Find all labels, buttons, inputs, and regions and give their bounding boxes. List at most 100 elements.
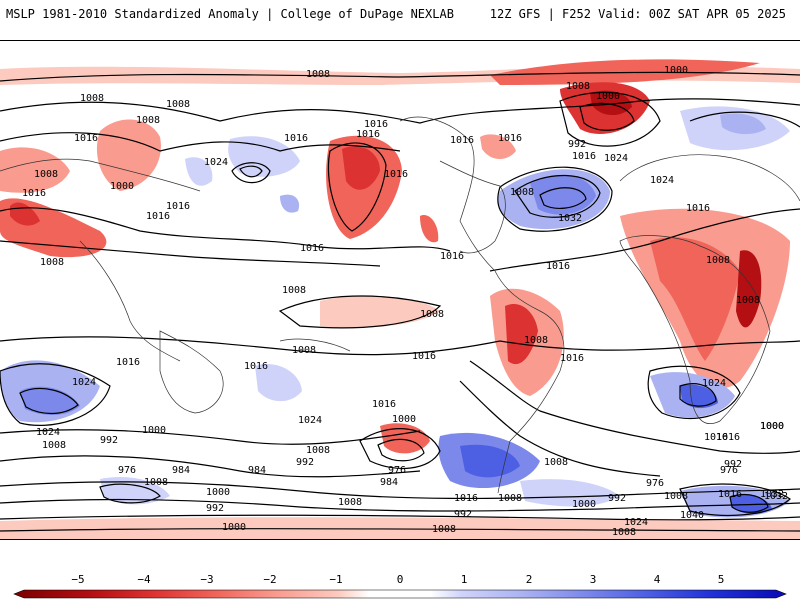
contour-label: 1008 bbox=[292, 345, 316, 356]
contour-label: 1032 bbox=[764, 491, 788, 502]
contour-label: 1016 bbox=[718, 489, 742, 500]
contour-label: 992 bbox=[724, 459, 742, 470]
contour-label: 1000 bbox=[110, 181, 134, 192]
contour-label: 992 bbox=[454, 509, 472, 520]
contour-label: 1008 bbox=[306, 445, 330, 456]
contour-label: 1016 bbox=[450, 135, 474, 146]
contour-label: 1024 bbox=[650, 175, 674, 186]
contour-label: 1000 bbox=[206, 487, 230, 498]
colorbar-tick: −1 bbox=[329, 573, 343, 586]
contour-label: 1016 bbox=[364, 119, 388, 130]
contour-label: 1000 bbox=[222, 522, 246, 533]
contour-label: 992 bbox=[206, 503, 224, 514]
contour-label: 1016 bbox=[166, 201, 190, 212]
contour-label: 1008 bbox=[664, 491, 688, 502]
colorbar-tick: 3 bbox=[589, 573, 597, 586]
map-panel: 1008 1000 1008 1008 1008 1016 1016 1016 … bbox=[0, 40, 800, 540]
contour-label: 1016 bbox=[686, 203, 710, 214]
contour-label: 1016 bbox=[384, 169, 408, 180]
contour-label: 992 bbox=[568, 139, 586, 150]
colorbar-tick: 2 bbox=[525, 573, 533, 586]
coastlines bbox=[0, 116, 800, 494]
contour-label: 1000 bbox=[664, 65, 688, 76]
contour-label: 1008 bbox=[498, 493, 522, 504]
contour-label: 1000 bbox=[392, 414, 416, 425]
contour-label: 1008 bbox=[736, 295, 760, 306]
contour-label: 1008 bbox=[420, 309, 444, 320]
contour-label: 1016 bbox=[716, 432, 740, 443]
contour-label: 1024 bbox=[702, 378, 726, 389]
colorbar-tick: 0 bbox=[396, 573, 404, 586]
contour-label: 1024 bbox=[204, 157, 228, 168]
contour-label: 1016 bbox=[498, 133, 522, 144]
contour-label: 1016 bbox=[440, 251, 464, 262]
contour-label: 1000 bbox=[572, 499, 596, 510]
contour-label: 1016 bbox=[454, 493, 478, 504]
contour-label: 1008 bbox=[612, 527, 636, 538]
colorbar-tick-labels: −5 −4 −3 −2 −1 0 1 2 3 4 5 bbox=[0, 570, 800, 586]
contour-label: 1008 bbox=[40, 257, 64, 268]
contour-label: 1008 bbox=[34, 169, 58, 180]
contour-label: 1000 bbox=[760, 421, 784, 432]
contour-label: 1000 bbox=[596, 91, 620, 102]
contour-label: 992 bbox=[608, 493, 626, 504]
contour-label: 1016 bbox=[372, 399, 396, 410]
anomaly-map: 1008 1000 1008 1008 1008 1016 1016 1016 … bbox=[0, 59, 800, 539]
contour-label: 1008 bbox=[432, 524, 456, 535]
contour-label: 1008 bbox=[524, 335, 548, 346]
contour-label: 1016 bbox=[116, 357, 140, 368]
contour-label: 992 bbox=[296, 457, 314, 468]
contour-label: 984 bbox=[380, 477, 398, 488]
contour-label: 1008 bbox=[80, 93, 104, 104]
contour-label: 1016 bbox=[74, 133, 98, 144]
contour-label: 1016 bbox=[300, 243, 324, 254]
colorbar-gradient bbox=[13, 589, 787, 599]
contour-label: 1008 bbox=[510, 187, 534, 198]
colorbar-tick: 4 bbox=[653, 573, 661, 586]
contour-label: 1016 bbox=[572, 151, 596, 162]
contour-label: 1024 bbox=[624, 517, 648, 528]
contour-label: 1016 bbox=[284, 133, 308, 144]
contour-label: 992 bbox=[100, 435, 118, 446]
run-info: 12Z GFS | F252 Valid: 00Z SAT APR 05 202… bbox=[489, 7, 786, 21]
contour-label: 1008 bbox=[338, 497, 362, 508]
contour-label: 1032 bbox=[558, 213, 582, 224]
contour-label: 1000 bbox=[142, 425, 166, 436]
contour-label: 976 bbox=[720, 465, 738, 476]
colorbar: −5 −4 −3 −2 −1 0 1 2 3 4 5 bbox=[0, 570, 800, 600]
contour-label: 1024 bbox=[298, 415, 322, 426]
colorbar-tick: −2 bbox=[263, 573, 277, 586]
contour-label: 1016 bbox=[546, 261, 570, 272]
contour-label: 1000 bbox=[760, 421, 784, 432]
contour-label: 984 bbox=[248, 465, 266, 476]
colorbar-tick: 5 bbox=[717, 573, 725, 586]
contour-label: 1016 bbox=[412, 351, 436, 362]
contour-label: 1008 bbox=[306, 69, 330, 80]
contour-label: 1016 bbox=[560, 353, 584, 364]
contour-label: 1016 bbox=[244, 361, 268, 372]
contour-label: 984 bbox=[172, 465, 190, 476]
contour-label: 1016 bbox=[146, 211, 170, 222]
contour-label: 1024 bbox=[36, 427, 60, 438]
contour-label: 976 bbox=[388, 465, 406, 476]
contour-label: 1024 bbox=[72, 377, 96, 388]
header: MSLP 1981-2010 Standardized Anomaly | Co… bbox=[0, 0, 800, 30]
isobar-contours bbox=[0, 71, 800, 532]
contour-label: 1008 bbox=[136, 115, 160, 126]
contour-label: 1008 bbox=[144, 477, 168, 488]
contour-labels: 1008 1000 1008 1008 1008 1016 1016 1016 … bbox=[22, 65, 788, 538]
contour-label: 1024 bbox=[604, 153, 628, 164]
contour-label: 1016 bbox=[704, 432, 728, 443]
colorbar-tick: −4 bbox=[137, 573, 151, 586]
contour-label: 1008 bbox=[42, 440, 66, 451]
colorbar-tick: −3 bbox=[200, 573, 214, 586]
contour-label: 1040 bbox=[680, 510, 704, 521]
contour-label: 1032 bbox=[760, 489, 784, 500]
contour-label: 1016 bbox=[22, 188, 46, 199]
colorbar-tick: 1 bbox=[460, 573, 468, 586]
contour-label: 1008 bbox=[544, 457, 568, 468]
contour-label: 1016 bbox=[356, 129, 380, 140]
contour-label: 1008 bbox=[282, 285, 306, 296]
contour-label: 976 bbox=[646, 478, 664, 489]
colorbar-tick: −5 bbox=[71, 573, 85, 586]
